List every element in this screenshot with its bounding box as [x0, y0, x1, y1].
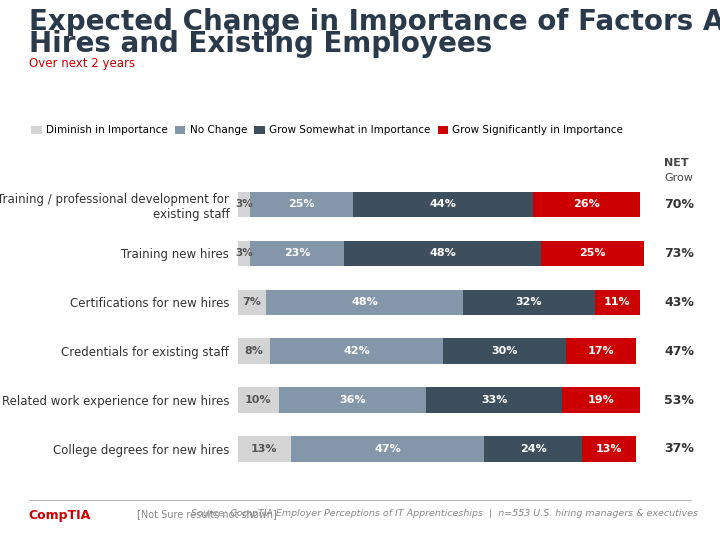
Text: 26%: 26% [573, 199, 600, 210]
Text: Over next 2 years: Over next 2 years [29, 57, 135, 70]
Bar [464, 289, 595, 315]
Bar [426, 387, 562, 413]
Text: 24%: 24% [520, 444, 546, 454]
Bar [238, 289, 266, 315]
Text: 48%: 48% [429, 248, 456, 258]
Text: Expected Change in Importance of Factors Among New: Expected Change in Importance of Factors… [29, 8, 720, 36]
Bar [533, 192, 640, 217]
Text: 36%: 36% [339, 395, 366, 405]
Legend: Diminish in Importance, No Change, Grow Somewhat in Importance, Grow Significant: Diminish in Importance, No Change, Grow … [32, 125, 623, 136]
Text: 47%: 47% [374, 444, 401, 454]
Text: 3%: 3% [235, 248, 253, 258]
Text: 73%: 73% [665, 247, 694, 260]
Text: 43%: 43% [665, 296, 694, 309]
Bar [279, 387, 426, 413]
Bar [291, 436, 484, 462]
Bar [353, 192, 533, 217]
Text: 23%: 23% [284, 248, 310, 258]
Text: 33%: 33% [481, 395, 508, 405]
Text: 37%: 37% [665, 442, 694, 455]
Bar [541, 241, 644, 266]
Text: NET: NET [665, 158, 689, 168]
Bar [566, 339, 636, 364]
Text: Grow: Grow [665, 172, 693, 183]
Text: 25%: 25% [288, 199, 315, 210]
Bar [271, 339, 443, 364]
Text: 32%: 32% [516, 297, 542, 307]
Bar [443, 339, 566, 364]
Text: 8%: 8% [245, 346, 264, 356]
Bar [250, 241, 344, 266]
Bar [250, 192, 353, 217]
Text: 48%: 48% [351, 297, 378, 307]
Bar [344, 241, 541, 266]
Text: 10%: 10% [245, 395, 271, 405]
Bar [484, 436, 582, 462]
Bar [238, 192, 250, 217]
Bar [238, 436, 291, 462]
Text: 47%: 47% [665, 345, 694, 357]
Text: 70%: 70% [665, 198, 694, 211]
Text: Hires and Existing Employees: Hires and Existing Employees [29, 30, 492, 58]
Text: 3%: 3% [235, 199, 253, 210]
Bar [238, 387, 279, 413]
Text: 7%: 7% [243, 297, 261, 307]
Text: 11%: 11% [604, 297, 631, 307]
Text: 13%: 13% [595, 444, 622, 454]
Text: 53%: 53% [665, 394, 694, 407]
Bar [582, 436, 636, 462]
Text: 42%: 42% [343, 346, 370, 356]
Text: 30%: 30% [491, 346, 518, 356]
Text: 19%: 19% [588, 395, 614, 405]
Text: 44%: 44% [429, 199, 456, 210]
Bar [238, 339, 271, 364]
Bar [266, 289, 464, 315]
Bar [238, 241, 250, 266]
Text: 25%: 25% [580, 248, 606, 258]
Bar [595, 289, 640, 315]
Text: [Not Sure results not shown]: [Not Sure results not shown] [137, 509, 276, 519]
Text: Source: CompTIA Employer Perceptions of IT Apprenticeships  |  n=553 U.S. hiring: Source: CompTIA Employer Perceptions of … [192, 509, 698, 518]
Bar [562, 387, 640, 413]
Text: 13%: 13% [251, 444, 277, 454]
Text: 17%: 17% [588, 346, 614, 356]
Text: CompTIA: CompTIA [29, 509, 91, 522]
